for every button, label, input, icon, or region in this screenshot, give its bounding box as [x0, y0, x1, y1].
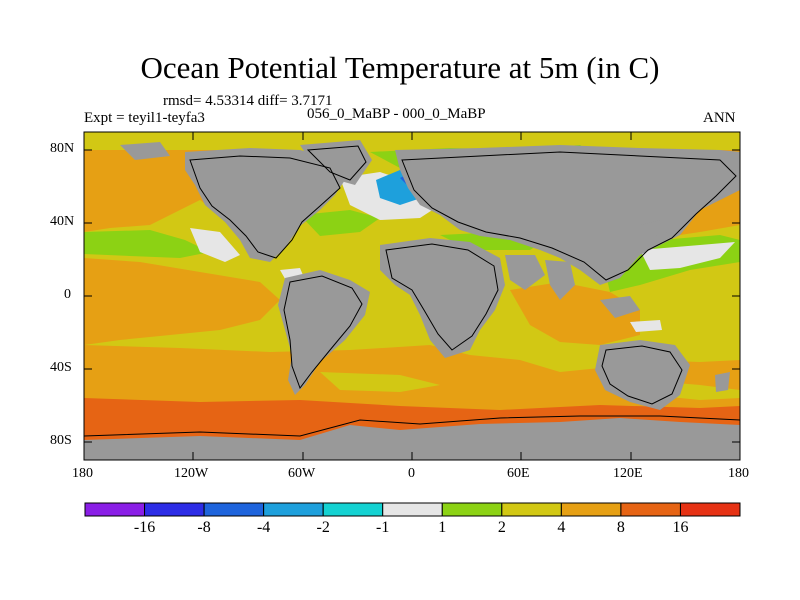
coast-greenland: [306, 145, 367, 181]
lon-label-120e: 120E: [613, 466, 643, 481]
colorbar-label: -4: [256, 519, 271, 536]
land-nz: [715, 372, 730, 392]
land-greenland: [300, 140, 372, 185]
colorbar-label: 8: [616, 519, 625, 536]
land-australia: [595, 340, 690, 410]
colorbar-label: -2: [316, 519, 330, 536]
experiment-label: Expt = teyil1-teyfa3: [84, 110, 205, 126]
lon-label-60w: 60W: [288, 466, 316, 481]
lat-label-40s: 40S: [50, 360, 72, 375]
field-green-npac: [84, 230, 210, 258]
field-white-small: [630, 320, 662, 332]
coast-south-america: [283, 275, 363, 390]
colorbar-label: 16: [672, 519, 689, 536]
field-indian-orange: [510, 282, 640, 345]
field-white-npac: [190, 228, 240, 262]
colorbar-label: -16: [133, 519, 156, 536]
lon-label-180w: 180: [72, 466, 93, 481]
land-india: [545, 260, 575, 300]
field-white-wpac: [640, 242, 735, 270]
lat-label-80n: 80N: [50, 141, 75, 156]
colorbar-swatch: [84, 502, 146, 517]
colorbar-swatch: [382, 502, 443, 517]
field-south-yellow-west: [320, 372, 440, 392]
lon-ticks: [83, 132, 741, 460]
lon-label-60e: 60E: [507, 466, 530, 481]
colorbar-swatch: [322, 502, 384, 517]
land-north-america: [185, 148, 345, 262]
land: [84, 140, 740, 460]
colorbar-label: -8: [197, 519, 211, 536]
coast-north-america: [189, 155, 341, 259]
coast-antarctica: [84, 415, 740, 437]
rmsd-diff-stats: rmsd= 4.53314 diff= 3.7171: [163, 93, 333, 109]
colorbar-swatch: [679, 502, 741, 517]
colorbar-swatch: [501, 502, 562, 517]
lon-label-0: 0: [408, 466, 415, 481]
lon-label-120w: 120W: [174, 466, 209, 481]
colorbar: [84, 502, 741, 517]
lat-ticks: [84, 149, 740, 443]
coastlines: [84, 145, 740, 437]
map-title: Ocean Potential Temperature at 5m (in C): [140, 50, 660, 85]
colorbar-swatch: [441, 502, 503, 517]
colorbar-swatch: [263, 502, 324, 517]
land-indonesia: [600, 296, 640, 318]
land-arabia: [505, 255, 545, 290]
colorbar-label: 4: [557, 519, 566, 536]
coast-australia: [601, 345, 683, 405]
land-eurasia: [395, 145, 740, 285]
map-field: [84, 132, 740, 460]
colorbar-label: 1: [438, 519, 447, 536]
period-label: 056_0_MaBP - 000_0_MaBP: [307, 106, 486, 122]
land-south-america: [278, 270, 370, 395]
colorbar-swatch: [620, 502, 681, 517]
colorbar-swatch: [560, 502, 622, 517]
land-patch-npac: [640, 220, 668, 238]
land-arctic-islands: [120, 142, 170, 160]
land-africa: [380, 238, 505, 358]
lat-label-40n: 40N: [50, 214, 75, 229]
field-tropics-orange: [84, 258, 280, 345]
colorbar-swatch: [203, 502, 265, 517]
lat-label-80s: 80S: [50, 433, 72, 448]
season-label: ANN: [703, 110, 736, 126]
colorbar-label: 2: [497, 519, 506, 536]
coast-eurasia: [401, 151, 737, 281]
lon-label-180e: 180: [728, 466, 749, 481]
field-green-natl: [300, 210, 380, 236]
lat-label-0: 0: [64, 287, 71, 302]
colorbar-label: -1: [376, 519, 390, 536]
coast-africa: [385, 243, 499, 351]
land-antarctica: [84, 418, 740, 460]
colorbar-swatch: [144, 502, 205, 517]
